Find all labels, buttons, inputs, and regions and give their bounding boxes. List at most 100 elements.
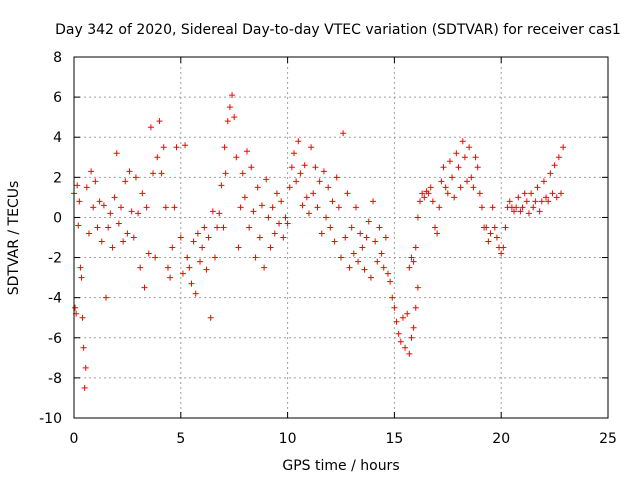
- data-point: [139, 190, 146, 197]
- data-point: [511, 208, 518, 215]
- data-point: [410, 258, 417, 265]
- data-point: [239, 170, 246, 177]
- data-point: [158, 170, 165, 177]
- data-point: [476, 190, 483, 197]
- data-point: [419, 190, 426, 197]
- data-point: [85, 230, 92, 237]
- data-point: [560, 144, 567, 151]
- data-point: [132, 174, 139, 181]
- data-point: [177, 234, 184, 241]
- data-point: [500, 244, 507, 251]
- data-point: [406, 350, 413, 357]
- data-point: [444, 190, 451, 197]
- data-point: [519, 204, 526, 211]
- data-point: [244, 148, 251, 155]
- data-point: [427, 184, 434, 191]
- data-point: [446, 158, 453, 165]
- data-point: [464, 178, 471, 185]
- data-point: [538, 198, 545, 205]
- data-point: [74, 182, 81, 189]
- data-point: [88, 168, 95, 175]
- data-point: [282, 214, 289, 221]
- data-point: [184, 254, 191, 261]
- data-point: [299, 202, 306, 209]
- data-point: [372, 238, 379, 245]
- data-point: [207, 314, 214, 321]
- data-point: [374, 258, 381, 265]
- y-tick-label: -6: [48, 331, 62, 347]
- data-point: [135, 210, 142, 217]
- data-point: [534, 184, 541, 191]
- data-point: [80, 344, 87, 351]
- data-point: [397, 338, 404, 345]
- data-point: [404, 310, 411, 317]
- data-point: [194, 230, 201, 237]
- data-point: [532, 198, 539, 205]
- data-point: [305, 210, 312, 217]
- data-point: [231, 114, 238, 121]
- data-point: [83, 184, 90, 191]
- data-point: [199, 244, 206, 251]
- data-point: [493, 234, 500, 241]
- data-point: [235, 244, 242, 251]
- data-point: [96, 198, 103, 205]
- data-point: [359, 244, 366, 251]
- data-point: [365, 218, 372, 225]
- data-point: [137, 264, 144, 271]
- data-point: [376, 224, 383, 231]
- data-point: [82, 364, 89, 371]
- data-point: [241, 194, 248, 201]
- data-point: [154, 154, 161, 161]
- data-point: [547, 170, 554, 177]
- data-point: [107, 210, 114, 217]
- data-point: [551, 162, 558, 169]
- data-point: [391, 304, 398, 311]
- data-point: [461, 154, 468, 161]
- data-point: [160, 144, 167, 151]
- data-point: [286, 184, 293, 191]
- chart-title: Day 342 of 2020, Sidereal Day-to-day VTE…: [55, 22, 621, 38]
- y-tick-label: -2: [48, 251, 62, 267]
- data-point: [498, 250, 505, 257]
- data-point: [258, 202, 265, 209]
- data-point: [250, 208, 257, 215]
- data-point: [387, 278, 394, 285]
- data-point: [111, 194, 118, 201]
- data-point: [92, 178, 99, 185]
- data-point: [211, 254, 218, 261]
- data-point: [451, 194, 458, 201]
- data-point: [252, 254, 259, 261]
- data-point: [77, 264, 84, 271]
- data-point: [380, 264, 387, 271]
- data-point: [453, 150, 460, 157]
- data-point: [536, 208, 543, 215]
- data-point: [331, 238, 338, 245]
- data-point: [402, 344, 409, 351]
- x-tick-label: 10: [279, 431, 297, 447]
- data-point: [79, 314, 86, 321]
- grid: [74, 57, 608, 418]
- data-point: [320, 168, 327, 175]
- data-point: [555, 154, 562, 161]
- data-point: [94, 224, 101, 231]
- data-point: [346, 264, 353, 271]
- data-point: [126, 168, 133, 175]
- y-tick-label: -4: [48, 291, 62, 307]
- data-point: [558, 190, 565, 197]
- data-point: [100, 202, 107, 209]
- data-point: [78, 274, 85, 281]
- data-point: [124, 230, 131, 237]
- data-point: [295, 138, 302, 145]
- data-point: [408, 334, 415, 341]
- data-point: [528, 190, 535, 197]
- y-tick-label: 0: [53, 210, 62, 226]
- data-point: [517, 208, 524, 215]
- data-point: [90, 204, 97, 211]
- data-point: [472, 154, 479, 161]
- data-point: [457, 184, 464, 191]
- y-axis-label: SDTVAR / TECUs: [6, 181, 22, 296]
- data-point: [201, 224, 208, 231]
- axis-ticks: [73, 56, 609, 419]
- data-point: [525, 210, 532, 217]
- data-point: [333, 174, 340, 181]
